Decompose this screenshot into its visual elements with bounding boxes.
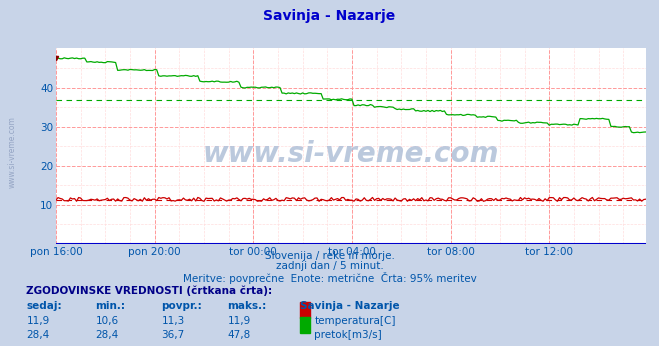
Text: 11,3: 11,3 bbox=[161, 316, 185, 326]
Text: min.:: min.: bbox=[96, 301, 126, 311]
Text: Savinja - Nazarje: Savinja - Nazarje bbox=[300, 301, 399, 311]
Text: sedaj:: sedaj: bbox=[26, 301, 62, 311]
Text: 28,4: 28,4 bbox=[26, 330, 49, 340]
Text: 11,9: 11,9 bbox=[26, 316, 49, 326]
Text: pretok[m3/s]: pretok[m3/s] bbox=[314, 330, 382, 340]
Text: zadnji dan / 5 minut.: zadnji dan / 5 minut. bbox=[275, 261, 384, 271]
Text: Meritve: povprečne  Enote: metrične  Črta: 95% meritev: Meritve: povprečne Enote: metrične Črta:… bbox=[183, 272, 476, 284]
Text: 11,9: 11,9 bbox=[227, 316, 250, 326]
Text: maks.:: maks.: bbox=[227, 301, 267, 311]
Text: ZGODOVINSKE VREDNOSTI (črtkana črta):: ZGODOVINSKE VREDNOSTI (črtkana črta): bbox=[26, 285, 272, 296]
Text: Slovenija / reke in morje.: Slovenija / reke in morje. bbox=[264, 251, 395, 261]
Text: 10,6: 10,6 bbox=[96, 316, 119, 326]
Text: temperatura[C]: temperatura[C] bbox=[314, 316, 396, 326]
Text: 36,7: 36,7 bbox=[161, 330, 185, 340]
Text: povpr.:: povpr.: bbox=[161, 301, 202, 311]
Text: 47,8: 47,8 bbox=[227, 330, 250, 340]
Text: www.si-vreme.com: www.si-vreme.com bbox=[8, 116, 17, 188]
Text: www.si-vreme.com: www.si-vreme.com bbox=[203, 140, 499, 168]
Text: 28,4: 28,4 bbox=[96, 330, 119, 340]
Text: Savinja - Nazarje: Savinja - Nazarje bbox=[264, 9, 395, 22]
